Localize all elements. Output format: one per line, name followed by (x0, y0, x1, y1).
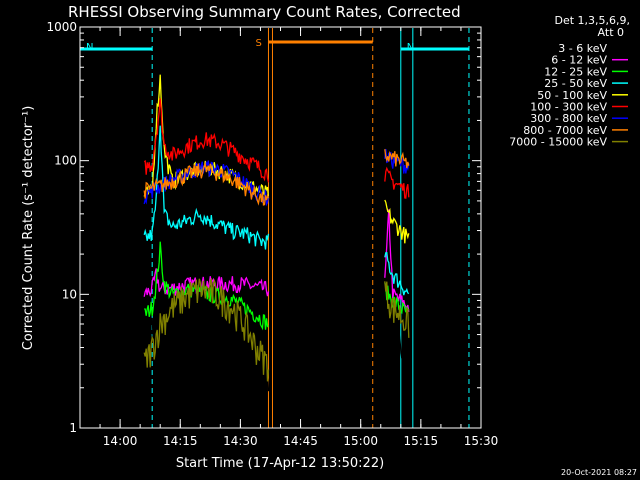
y-axis-label: Corrected Count Rate (s⁻¹ detector⁻¹) (21, 106, 36, 351)
attenuator-label: Att 0 (598, 26, 624, 39)
x-tick-label: 15:00 (343, 434, 378, 448)
series-lines (135, 74, 410, 429)
y-tick-label: 100 (54, 154, 77, 168)
legend-entry-label: 800 - 7000 keV (523, 124, 607, 137)
time-bars: N NS (80, 38, 469, 53)
detectors-label: Det 1,3,5,6,9, (554, 14, 630, 27)
legend-entry-label: 12 - 25 keV (544, 65, 607, 78)
legend-entry-label: 7000 - 15000 keV (509, 136, 607, 149)
series-line (384, 149, 410, 169)
x-tick-label: 15:30 (464, 434, 499, 448)
series-line (384, 199, 410, 244)
x-tick-label: 15:15 (404, 434, 439, 448)
legend-entry-label: 300 - 800 keV (530, 112, 607, 125)
time-markers (79, 28, 470, 428)
chart-title: RHESSI Observing Summary Count Rates, Co… (68, 3, 461, 21)
series-line (143, 160, 270, 207)
legend-entry-label: 25 - 50 keV (544, 77, 607, 90)
series-line (384, 209, 410, 312)
y-axis: 1 10 100 1000 (46, 20, 481, 435)
x-tick-label: 14:45 (283, 434, 318, 448)
series-line (143, 277, 270, 382)
series-line (143, 98, 270, 183)
series-line (384, 166, 410, 199)
legend-entry-label: 6 - 12 keV (551, 54, 607, 67)
x-axis-label: Start Time (17-Apr-12 13:50:22) (176, 456, 384, 471)
x-tick-label: 14:30 (223, 434, 258, 448)
status-bar-label: N (86, 42, 93, 53)
series-line (384, 282, 410, 315)
y-tick-label: 1 (69, 421, 77, 435)
y-tick-label: 1000 (46, 20, 77, 34)
footer-date: 20-Oct-2021 08:27 (561, 468, 637, 477)
series-line (384, 306, 410, 368)
status-bar-label: S (255, 38, 261, 49)
x-tick-label: 14:15 (163, 434, 198, 448)
x-axis: 14:00 14:15 14:30 14:45 15:00 15:15 15:30 (79, 27, 499, 448)
series-line (143, 125, 270, 250)
series-line (135, 302, 270, 429)
series-line (384, 281, 410, 338)
legend-entry-label: 100 - 300 keV (530, 101, 607, 114)
legend-entry-label: 50 - 100 keV (537, 89, 607, 102)
status-bar-label: N (407, 42, 414, 53)
legend-entry-label: 3 - 6 keV (558, 42, 607, 55)
series-line (143, 162, 270, 206)
y-tick-label: 10 (62, 287, 77, 301)
x-tick-label: 14:00 (103, 434, 138, 448)
series-line (384, 251, 410, 296)
